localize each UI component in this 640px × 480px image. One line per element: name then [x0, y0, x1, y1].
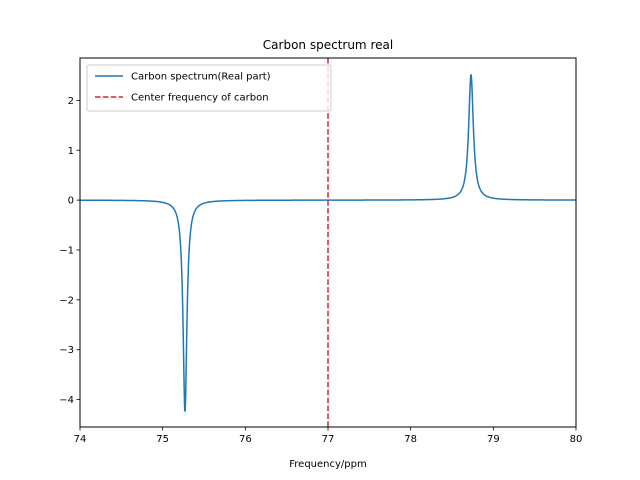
- legend: Carbon spectrum(Real part) Center frequen…: [86, 64, 332, 112]
- y-tick-label: −1: [59, 245, 74, 256]
- y-tick-label: −2: [59, 295, 74, 306]
- x-tick-label: 77: [322, 434, 335, 445]
- y-axis-ticks: −4 −3 −2 −1 0 1 2: [59, 96, 80, 406]
- x-tick-label: 76: [239, 434, 252, 445]
- spectrum-line: [80, 74, 576, 412]
- legend-box: [86, 64, 332, 112]
- chart-title: Carbon spectrum real: [263, 38, 393, 52]
- x-tick-label: 75: [156, 434, 169, 445]
- x-tick-label: 78: [404, 434, 417, 445]
- x-axis-ticks: 74 75 76 77 78 79 80: [74, 427, 583, 445]
- x-tick-label: 80: [570, 434, 583, 445]
- y-tick-label: −4: [59, 395, 74, 406]
- y-tick-label: 0: [68, 196, 74, 207]
- legend-entry: Center frequency of carbon: [131, 93, 269, 104]
- y-tick-label: 1: [68, 146, 74, 157]
- x-axis-label: Frequency/ppm: [289, 459, 366, 470]
- x-tick-label: 74: [74, 434, 87, 445]
- series-layer: [80, 58, 576, 427]
- x-tick-label: 79: [487, 434, 500, 445]
- y-tick-label: 2: [68, 96, 74, 107]
- y-tick-label: −3: [59, 345, 74, 356]
- legend-entry: Carbon spectrum(Real part): [131, 72, 271, 83]
